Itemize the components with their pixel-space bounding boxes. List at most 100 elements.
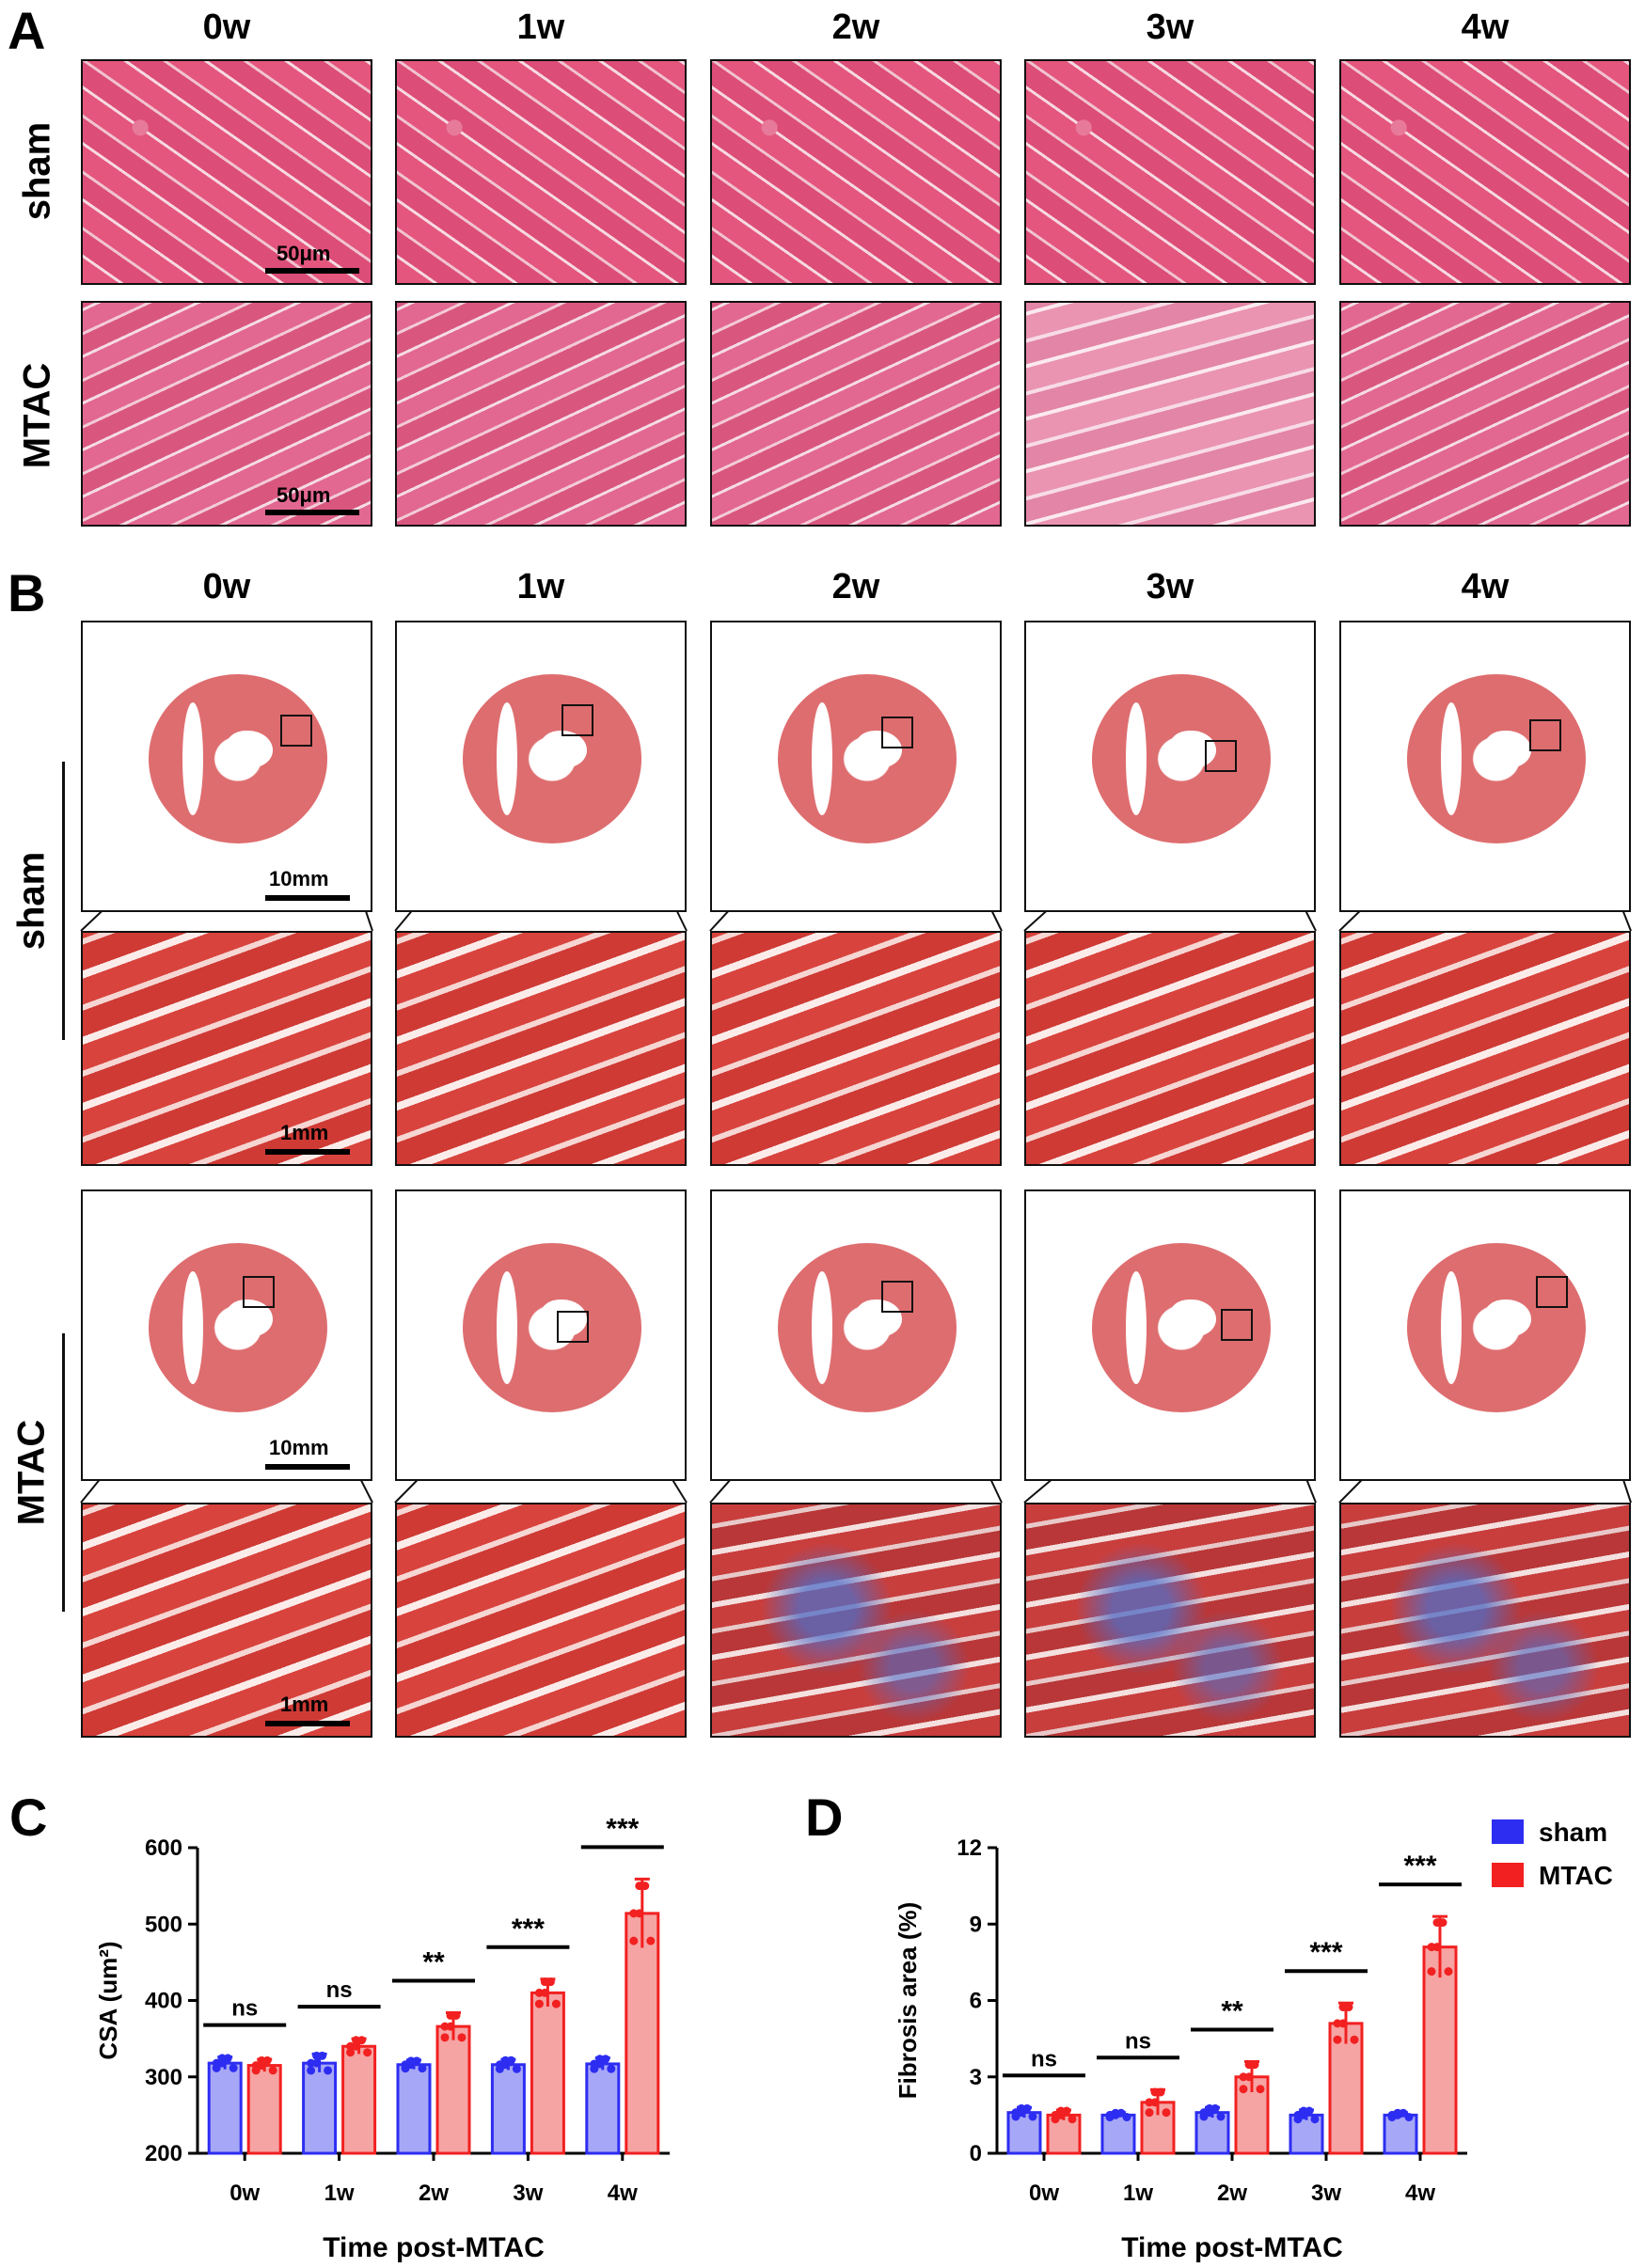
he-sham-image: [395, 59, 687, 285]
data-point: [1244, 2060, 1254, 2070]
y-tick-label: 600: [145, 1835, 182, 1861]
legend-swatch-sham: [1492, 1819, 1524, 1844]
heart-section: [1407, 674, 1586, 843]
data-point: [1239, 2085, 1248, 2094]
data-point: [1310, 2115, 1320, 2124]
data-point: [1432, 1918, 1442, 1928]
he-sham-image: [710, 59, 1002, 285]
y-tick-label: 9: [970, 1912, 982, 1937]
y-axis-label: CSA (um²): [94, 1941, 122, 2059]
data-point: [1111, 2108, 1120, 2118]
masson-mtac-zoom: [81, 1503, 372, 1738]
ventricle-lumen: [1484, 731, 1531, 768]
significance-label: **: [422, 1947, 445, 1978]
panel-a-letter: A: [8, 1, 46, 60]
heart-section: [463, 1243, 641, 1412]
ventricle-lumen: [540, 731, 587, 768]
heart-section: [778, 674, 957, 843]
data-point: [1205, 2103, 1214, 2113]
masson-mtac-whole-heart: [395, 1189, 687, 1481]
bar-mtac: [530, 1991, 565, 2155]
masson-sham-zoom: [1339, 931, 1631, 1166]
x-tick-label: 2w: [419, 2181, 449, 2206]
data-point: [363, 2048, 372, 2057]
zoom-inset-box: [280, 715, 312, 747]
data-point: [1017, 2103, 1026, 2113]
x-tick-label: 4w: [1405, 2181, 1435, 2206]
ventricle-lumen: [1441, 1271, 1462, 1384]
ventricle-lumen: [1484, 1299, 1531, 1337]
panel-b-col-label: 2w: [831, 567, 880, 606]
significance-label: ***: [606, 1813, 639, 1844]
bar-mtac: [341, 2044, 377, 2155]
panel-a-col-label: 0w: [202, 8, 251, 47]
data-point: [346, 2041, 356, 2051]
panel-b-col-label: 0w: [202, 567, 251, 606]
ventricle-lumen: [855, 1299, 902, 1337]
ventricle-lumen: [540, 1299, 587, 1337]
zoom-inset-box: [1205, 740, 1237, 772]
he-sham-image: [1024, 59, 1316, 285]
data-point: [1145, 2098, 1154, 2107]
data-point: [257, 2055, 266, 2065]
ventricle-lumen: [812, 1271, 832, 1384]
he-mtac-image: [395, 301, 687, 527]
scale-bar-label: 1mm: [280, 1693, 329, 1716]
panel-letter: D: [805, 1788, 843, 1847]
x-axis-label: Time post-MTAC: [323, 2232, 545, 2263]
masson-sham-zoom: [395, 931, 687, 1166]
data-point: [440, 2022, 450, 2031]
masson-sham-zoom: [81, 931, 372, 1166]
data-point: [217, 2054, 227, 2063]
masson-mtac-whole-heart: [81, 1189, 372, 1481]
data-point: [512, 2064, 521, 2073]
data-point: [1444, 1967, 1453, 1977]
significance-label: ***: [512, 1914, 545, 1945]
data-point: [551, 1999, 561, 2008]
zoom-inset-box: [243, 1276, 275, 1308]
panel-a-col-label: 2w: [831, 8, 880, 47]
x-tick-label: 3w: [1311, 2181, 1341, 2206]
ventricle-lumen: [1126, 1271, 1147, 1384]
zoom-inset-box: [562, 704, 593, 736]
significance-label: ***: [1403, 1851, 1436, 1882]
y-tick-label: 0: [970, 2141, 982, 2166]
data-point: [629, 1909, 639, 1918]
panel-b-sham-bracket: [62, 762, 65, 1040]
significance-label: ns: [231, 1996, 258, 2022]
heart-section: [149, 1243, 327, 1412]
ventricle-lumen: [226, 731, 273, 768]
bar-sham: [490, 2063, 526, 2155]
data-point: [534, 1999, 544, 2008]
data-point: [418, 2064, 427, 2073]
he-mtac-image: [1024, 301, 1316, 527]
masson-sham-zoom: [710, 931, 1002, 1166]
significance-label: ns: [1125, 2028, 1151, 2054]
ventricle-lumen: [1126, 702, 1147, 815]
data-point: [607, 2064, 616, 2073]
ventricle-lumen: [812, 702, 832, 815]
scale-bar-label: 10mm: [269, 867, 329, 890]
panel-a-col-label: 4w: [1461, 8, 1510, 47]
scale-bar-label: 50μm: [277, 483, 331, 507]
scale-bar: [265, 510, 359, 515]
ventricle-lumen: [1169, 731, 1216, 768]
x-axis-label: Time post-MTAC: [1121, 2232, 1343, 2263]
data-point: [500, 2055, 510, 2065]
ventricle-lumen: [1441, 702, 1462, 815]
masson-mtac-zoom: [710, 1503, 1002, 1738]
significance-label: ***: [1309, 1937, 1342, 1968]
data-point: [1333, 2035, 1342, 2044]
heart-section: [149, 674, 327, 843]
data-point: [446, 2010, 455, 2020]
scale-bar: [265, 1721, 350, 1726]
data-point: [307, 2066, 316, 2075]
y-tick-label: 12: [957, 1835, 982, 1861]
bar-sham: [585, 2062, 621, 2155]
y-tick-label: 6: [970, 1989, 982, 2014]
y-axis-label: Fibrosis area (%): [894, 1902, 922, 2100]
data-point: [1028, 2112, 1037, 2121]
scale-bar: [265, 1464, 350, 1470]
y-tick-label: 500: [145, 1912, 182, 1937]
data-point: [324, 2066, 333, 2075]
